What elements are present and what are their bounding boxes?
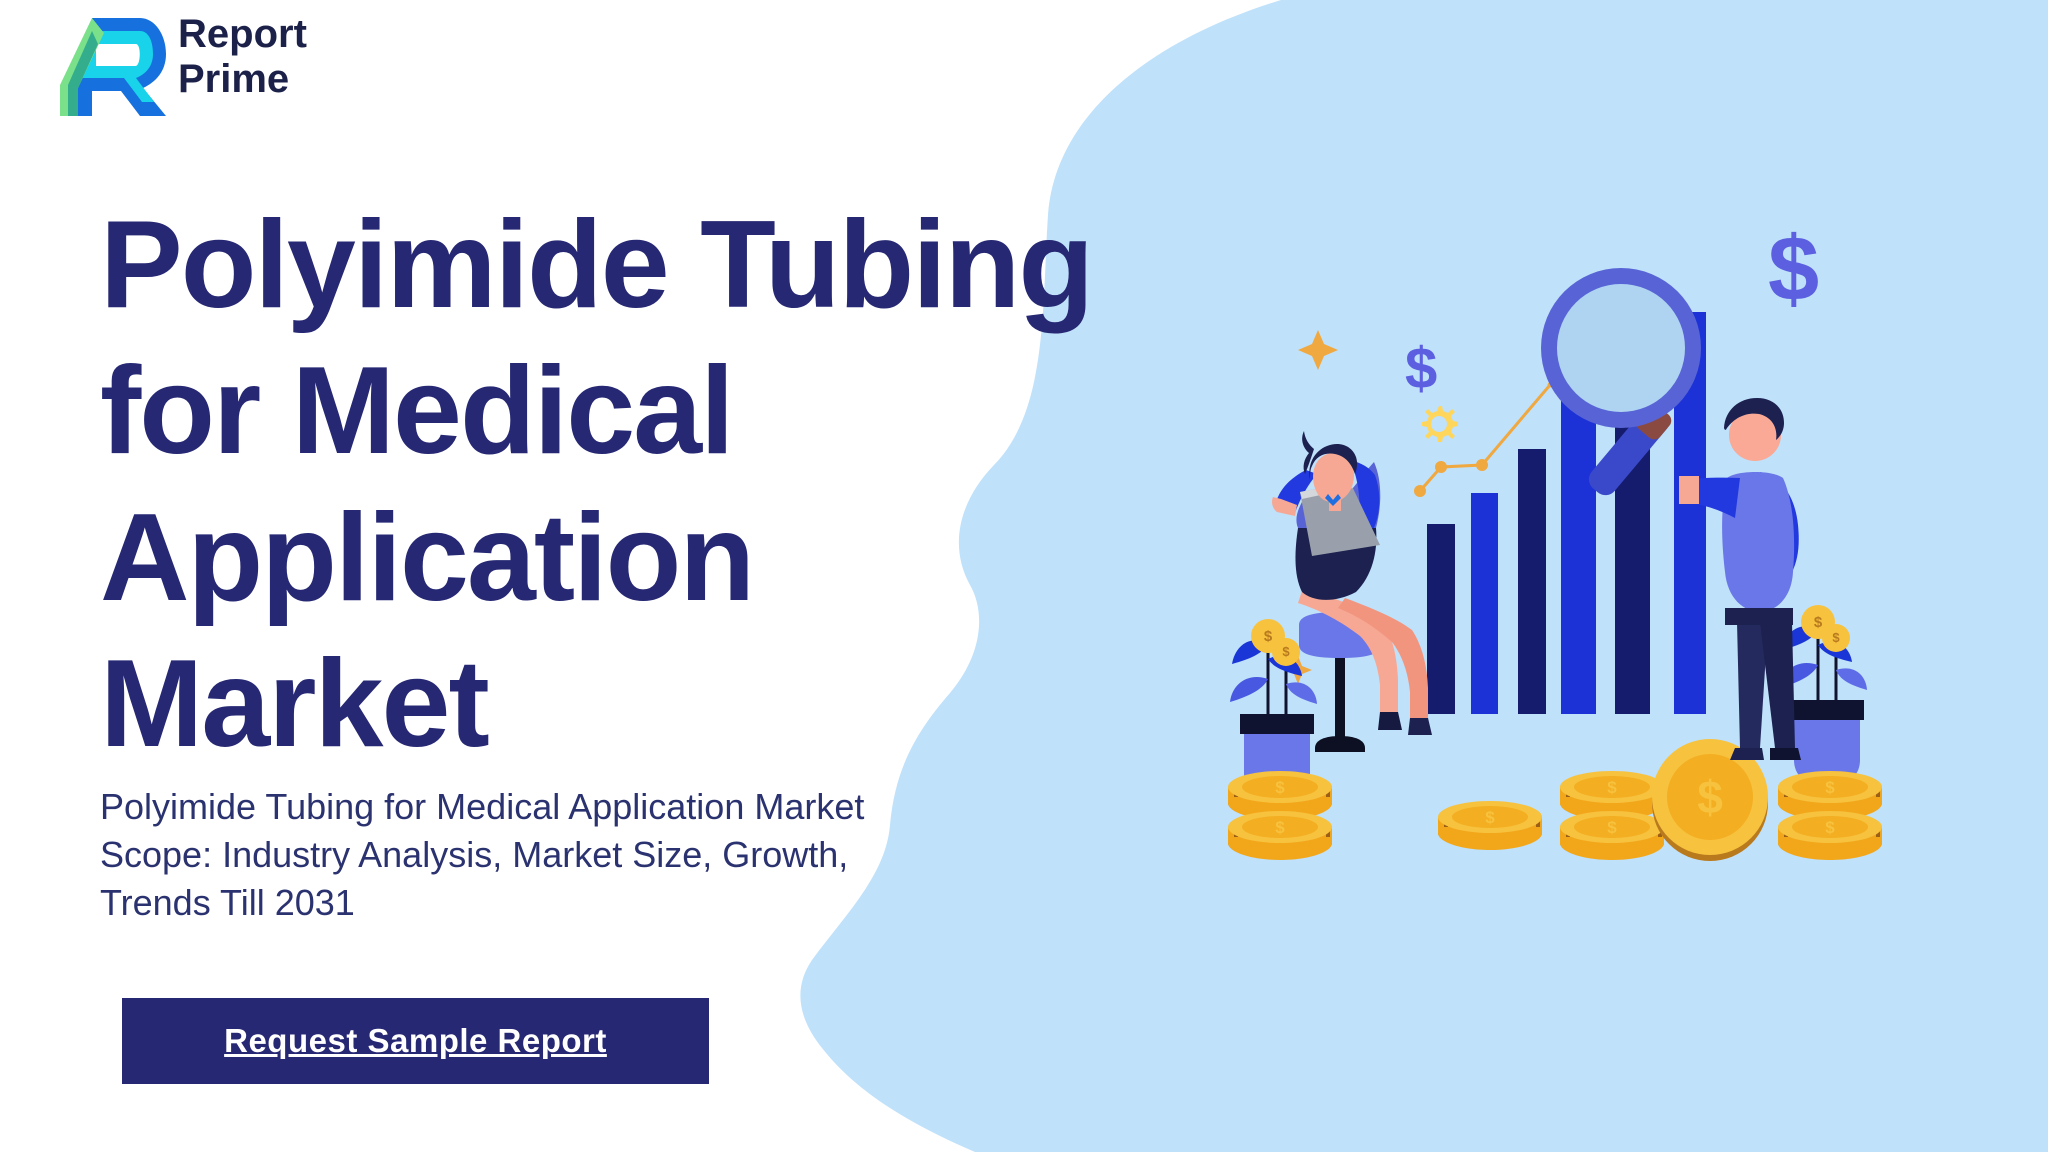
svg-text:$: $ — [1405, 336, 1437, 401]
svg-text:$: $ — [1697, 771, 1723, 823]
svg-text:$: $ — [1768, 218, 1819, 320]
